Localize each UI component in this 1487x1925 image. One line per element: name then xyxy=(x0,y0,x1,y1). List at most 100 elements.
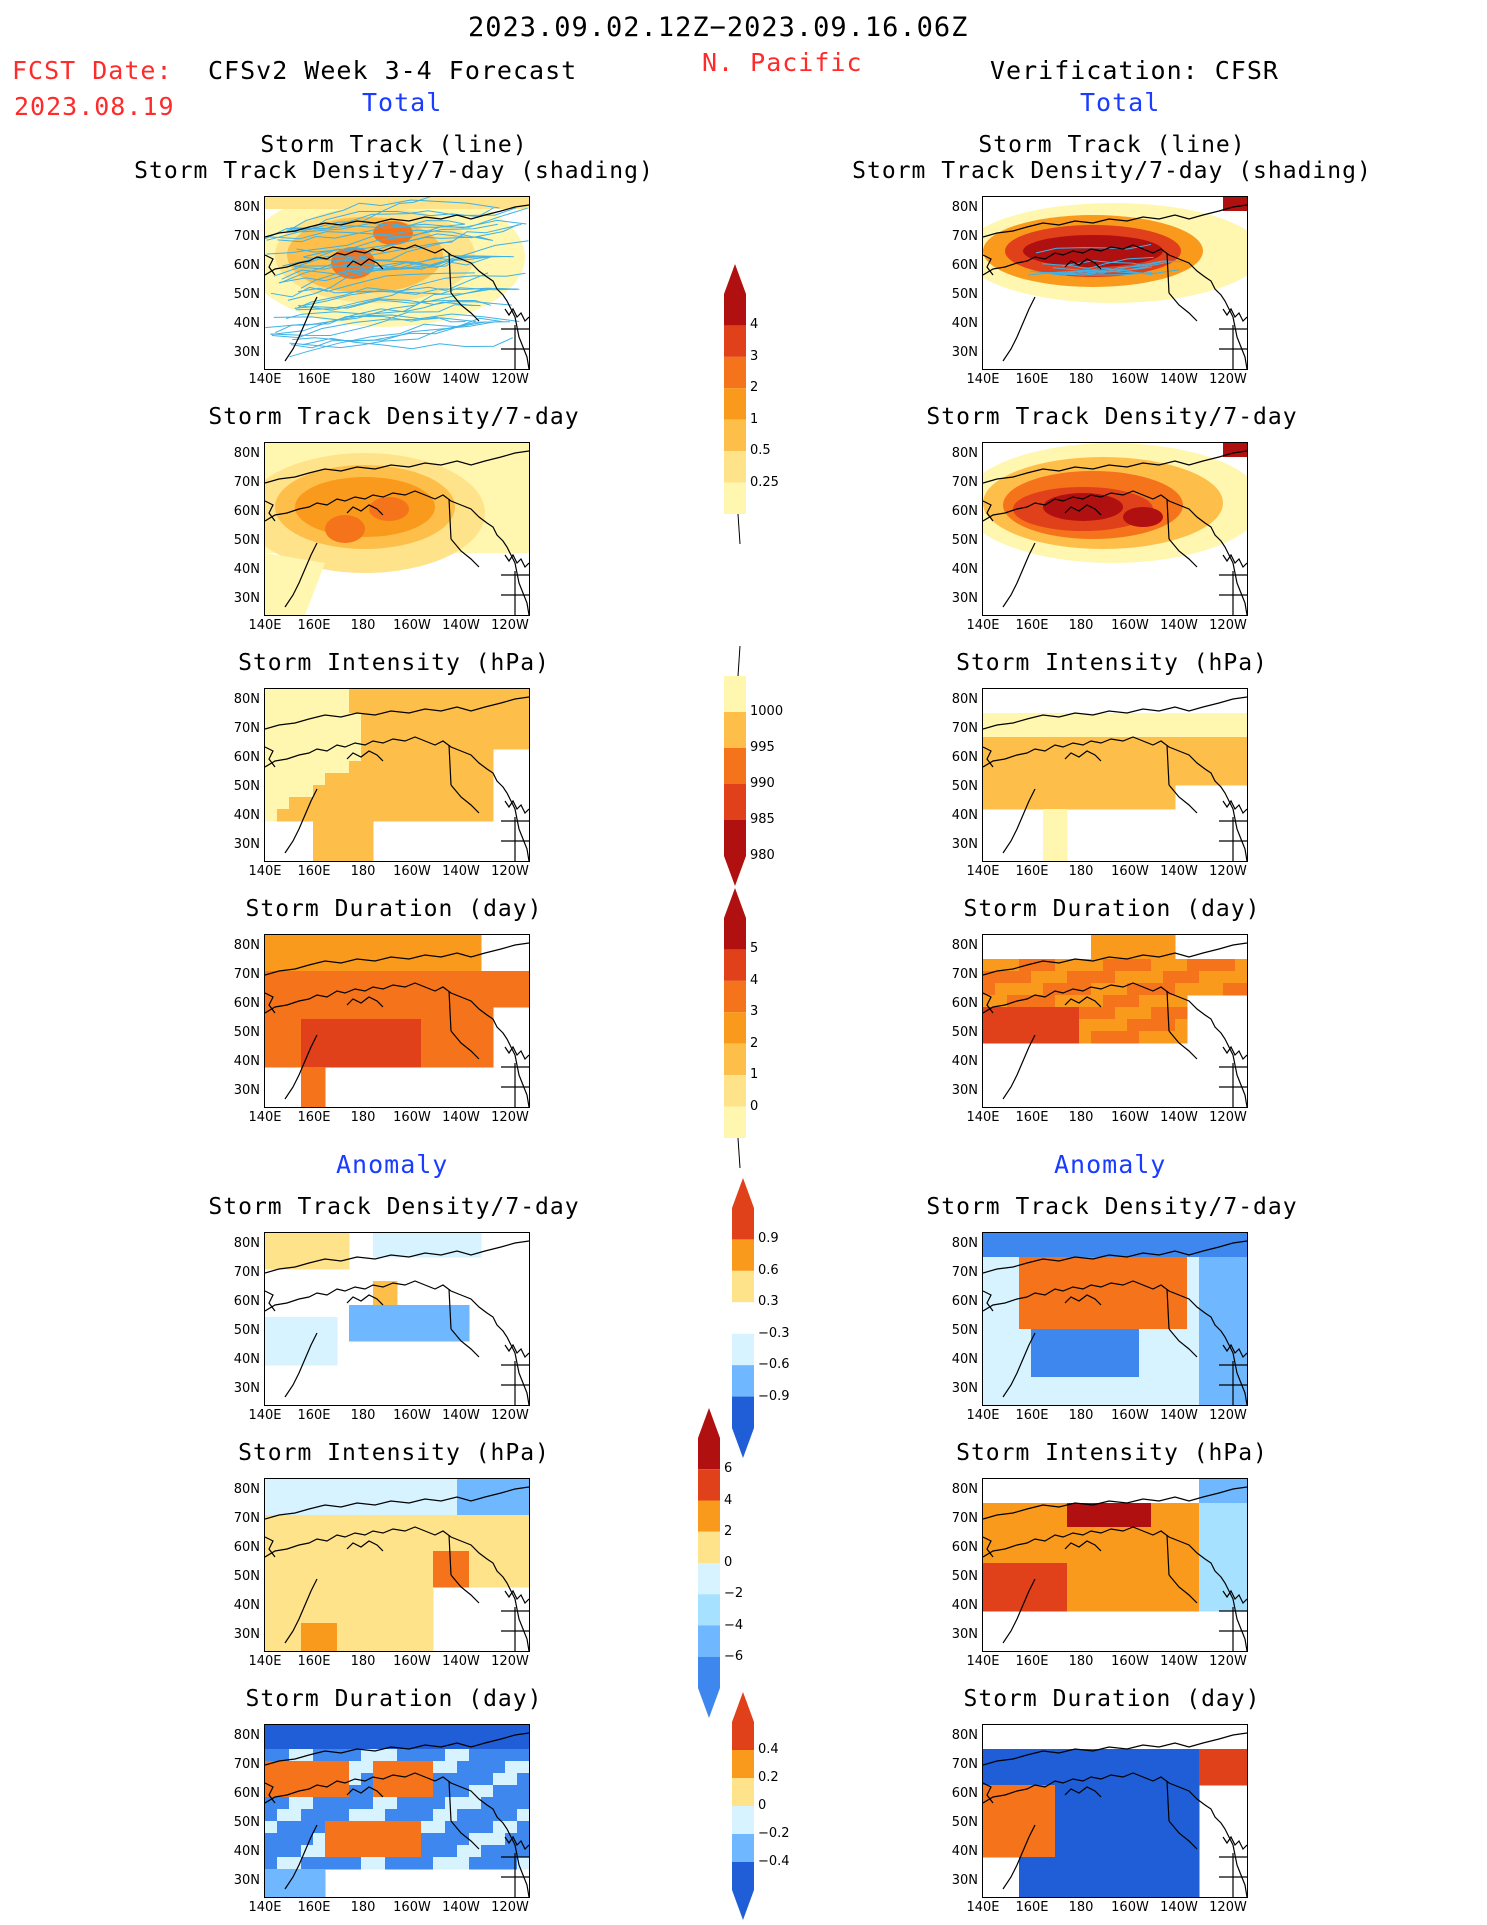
lat-tick-label: 70N xyxy=(233,229,260,244)
lon-tick-label: 140E xyxy=(966,864,1000,879)
lat-tick-label: 70N xyxy=(233,967,260,982)
lat-tick-label: 30N xyxy=(233,837,260,852)
colorbar-tick-label: 995 xyxy=(750,740,775,755)
colorbar-tick-label: 0.9 xyxy=(758,1231,779,1247)
right-total-label: Total xyxy=(1080,88,1161,117)
lon-tick-label: 140W xyxy=(442,1110,480,1125)
map-panel-left-anom-intensity xyxy=(264,1478,530,1652)
lon-tick-label: 160W xyxy=(393,1654,431,1669)
map-panel-right-anom-duration xyxy=(982,1724,1248,1898)
lon-tick-label: 120W xyxy=(491,372,529,387)
lon-tick-label: 160E xyxy=(297,618,331,633)
fcst-date-value: 2023.08.19 xyxy=(14,92,175,121)
lon-tick-label: 180 xyxy=(350,1408,376,1423)
lat-tick-label: 30N xyxy=(233,345,260,360)
lat-tick-label: 30N xyxy=(233,1381,260,1396)
lon-tick-label: 120W xyxy=(1209,1654,1247,1669)
right-density-title: Storm Track Density/7-day xyxy=(926,404,1298,430)
colorbar-tick-label: 980 xyxy=(750,848,775,863)
lon-tick-label: 160W xyxy=(1111,864,1149,879)
lat-tick-label: 80N xyxy=(233,938,260,953)
lat-tick-label: 30N xyxy=(951,1627,978,1642)
lon-tick-label: 160E xyxy=(297,1408,331,1423)
right-anomaly-label: Anomaly xyxy=(1054,1150,1167,1179)
lon-tick-label: 140W xyxy=(1160,1110,1198,1125)
map-panel-left-intensity xyxy=(264,688,530,862)
lon-tick-label: 140E xyxy=(966,1654,1000,1669)
lon-tick-label: 140W xyxy=(442,1654,480,1669)
lat-tick-label: 60N xyxy=(233,1786,260,1801)
colorbar-tick-label: 0.4 xyxy=(758,1742,779,1757)
lat-tick-label: 70N xyxy=(233,475,260,490)
lon-tick-label: 140E xyxy=(248,372,282,387)
colorbar-tick-label: 0.25 xyxy=(750,474,779,490)
lat-tick-label: 50N xyxy=(233,1569,260,1584)
lon-tick-label: 140E xyxy=(248,864,282,879)
colorbar-tick-label: 0 xyxy=(758,1798,767,1813)
lat-tick-label: 70N xyxy=(951,967,978,982)
lon-tick-label: 180 xyxy=(1068,864,1094,879)
lat-tick-label: 50N xyxy=(233,287,260,302)
lat-tick-label: 60N xyxy=(951,750,978,765)
lon-tick-label: 140E xyxy=(966,618,1000,633)
colorbar-duration-anom: 0.4 0.2 0 −0.2 −0.4 xyxy=(728,1692,808,1920)
lat-tick-label: 80N xyxy=(951,938,978,953)
lat-tick-label: 80N xyxy=(233,692,260,707)
left-anom-intensity-title: Storm Intensity (hPa) xyxy=(238,1440,550,1466)
lat-tick-label: 40N xyxy=(951,1054,978,1069)
left-density-title: Storm Track Density/7-day xyxy=(208,404,580,430)
colorbar-tick-label: 990 xyxy=(750,776,775,791)
map-panel-right-track xyxy=(982,196,1248,370)
lon-tick-label: 160E xyxy=(297,1110,331,1125)
lon-tick-label: 180 xyxy=(350,1654,376,1669)
lat-tick-label: 80N xyxy=(233,1728,260,1743)
left-intensity-title: Storm Intensity (hPa) xyxy=(238,650,550,676)
lat-tick-label: 60N xyxy=(233,504,260,519)
lat-tick-label: 80N xyxy=(233,1482,260,1497)
lat-tick-label: 80N xyxy=(233,1236,260,1251)
lat-tick-label: 80N xyxy=(951,446,978,461)
colorbar-tick-label: 1 xyxy=(750,1067,759,1083)
lat-tick-label: 40N xyxy=(233,1844,260,1859)
lat-tick-label: 50N xyxy=(233,1815,260,1830)
lon-tick-label: 140W xyxy=(442,1900,480,1915)
colorbar-tick-label: 3 xyxy=(750,1004,759,1020)
lon-tick-label: 160E xyxy=(297,372,331,387)
lat-tick-label: 30N xyxy=(951,837,978,852)
lat-tick-label: 80N xyxy=(951,1482,978,1497)
lat-tick-label: 40N xyxy=(233,1054,260,1069)
colorbar-density-total: 4 3 2 1 0.5 0.25 xyxy=(720,264,800,544)
colorbar-tick-label: −6 xyxy=(724,1648,744,1664)
lat-tick-label: 40N xyxy=(951,808,978,823)
lon-tick-label: 160E xyxy=(297,1900,331,1915)
lon-tick-label: 180 xyxy=(1068,1900,1094,1915)
map-panel-right-duration xyxy=(982,934,1248,1108)
colorbar-tick-label: 0.3 xyxy=(758,1294,779,1310)
left-total-label: Total xyxy=(362,88,443,117)
lat-tick-label: 80N xyxy=(233,446,260,461)
lon-tick-label: 160W xyxy=(1111,618,1149,633)
colorbar-intensity-total: 1000 995 990 985 980 xyxy=(720,646,800,886)
lon-tick-label: 120W xyxy=(1209,618,1247,633)
lat-tick-label: 60N xyxy=(951,1294,978,1309)
lon-tick-label: 140E xyxy=(966,372,1000,387)
lat-tick-label: 30N xyxy=(233,1627,260,1642)
lat-tick-label: 40N xyxy=(951,562,978,577)
colorbar-tick-label: 985 xyxy=(750,812,775,827)
map-panel-left-anom-density xyxy=(264,1232,530,1406)
lat-tick-label: 70N xyxy=(951,1511,978,1526)
lat-tick-label: 40N xyxy=(951,1844,978,1859)
map-panel-right-density xyxy=(982,442,1248,616)
colorbar-tick-label: −0.3 xyxy=(758,1325,790,1341)
colorbar-tick-label: −0.9 xyxy=(758,1388,790,1404)
lon-tick-label: 140W xyxy=(1160,372,1198,387)
lon-tick-label: 160E xyxy=(1015,618,1049,633)
lat-tick-label: 80N xyxy=(951,200,978,215)
left-anomaly-label: Anomaly xyxy=(336,1150,449,1179)
lon-tick-label: 140W xyxy=(1160,864,1198,879)
lat-tick-label: 30N xyxy=(951,1873,978,1888)
map-panel-right-anom-density xyxy=(982,1232,1248,1406)
lon-tick-label: 160W xyxy=(393,372,431,387)
lon-tick-label: 140E xyxy=(248,1654,282,1669)
colorbar-tick-label: 3 xyxy=(750,348,759,364)
